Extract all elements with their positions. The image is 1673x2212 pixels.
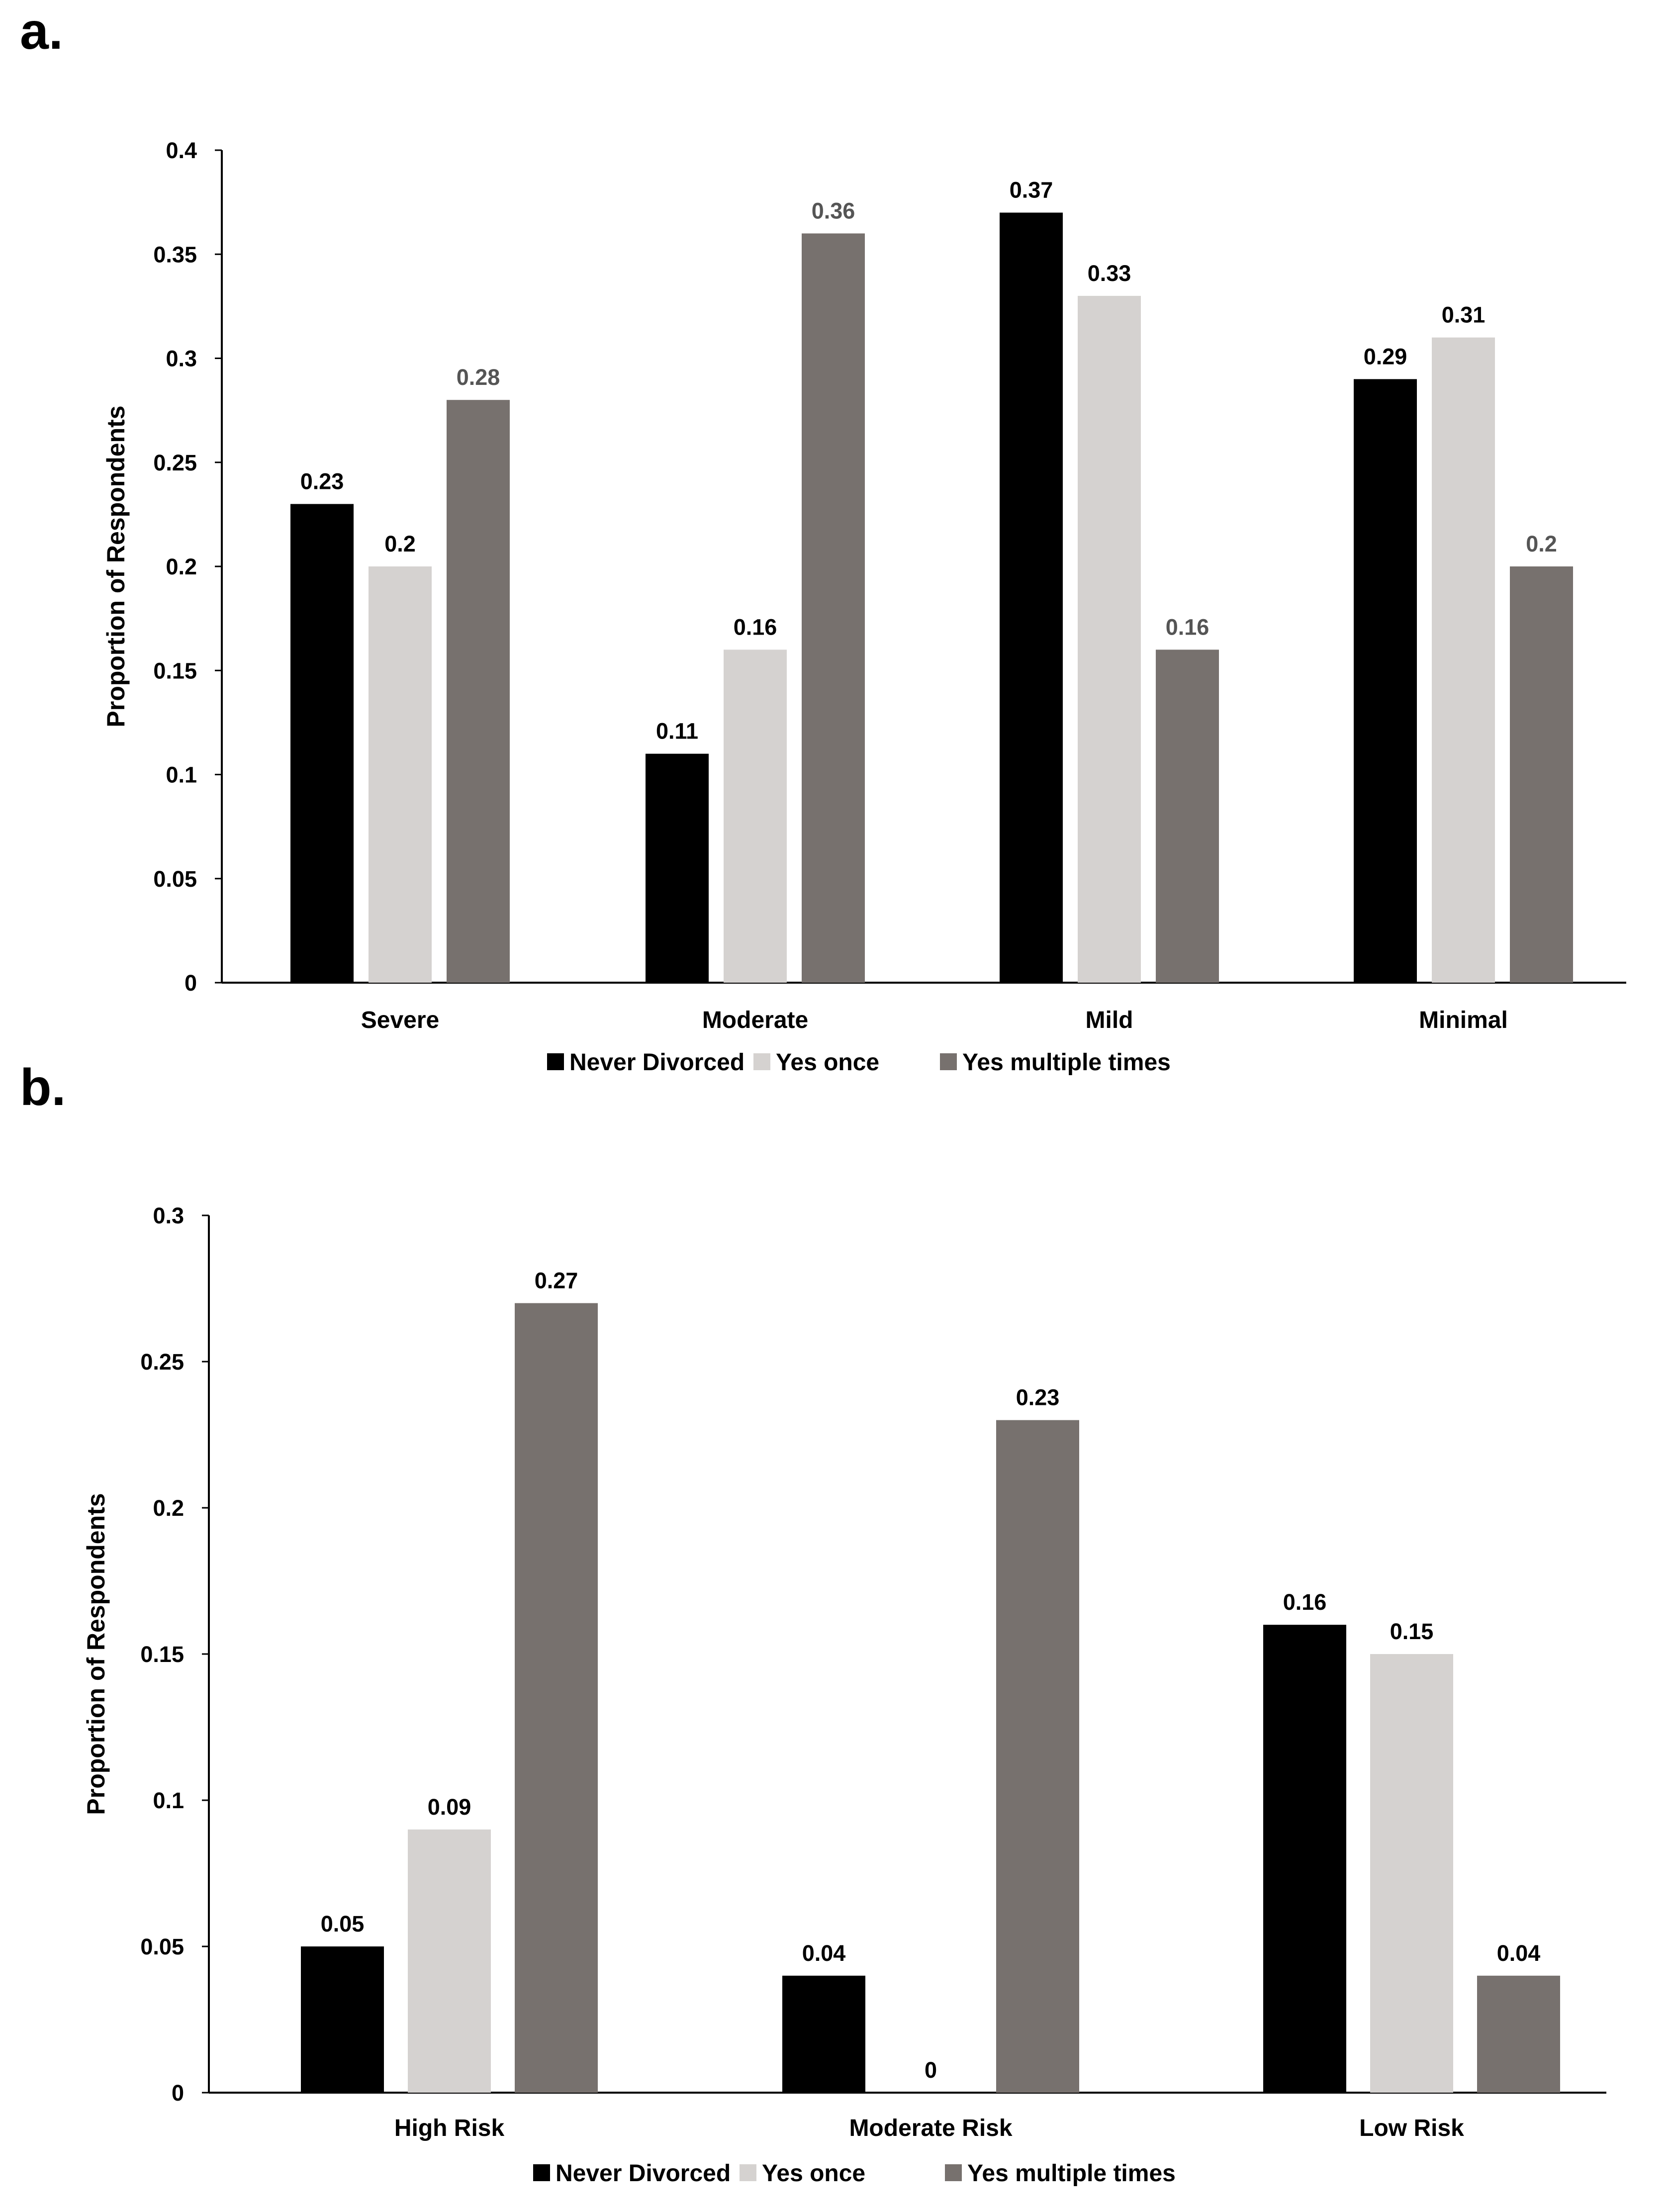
legend-swatch-never-divorced [533, 2164, 550, 2181]
legend: Never Divorced Yes once Yes multiple times [547, 1049, 1171, 1076]
bar-yes-multiple-times-moderate [802, 233, 865, 983]
bar-never-divorced-severe [290, 504, 354, 983]
bar-yes-once-mild [1078, 295, 1141, 983]
data-label-yes-multiple-times-severe: 0.28 [457, 365, 500, 390]
category-label-minimal: Minimal [1419, 1007, 1508, 1033]
bar-yes-multiple-times-high-risk [515, 1303, 598, 2093]
data-label-never-divorced-severe: 0.23 [300, 468, 344, 494]
data-label-yes-once-low-risk: 0.15 [1390, 1619, 1434, 1644]
chart-a-depression-severity: 0 0.05 0.1 0.15 0.2 0.25 0.3 0.35 0.4 Proportion … [102, 138, 1626, 1076]
data-label-yes-multiple-times-high-risk: 0.27 [535, 1268, 578, 1293]
legend-label-yes-once: Yes once [762, 2160, 865, 2187]
category-label-severe: Severe [361, 1007, 439, 1033]
y-tick-label: 0.2 [153, 1495, 184, 1521]
data-label-yes-multiple-times-moderate: 0.36 [812, 198, 855, 223]
legend-label-yes-multiple-times: Yes multiple times [967, 2160, 1176, 2187]
bar-never-divorced-moderate [646, 753, 709, 983]
y-tick-label: 0.3 [166, 346, 197, 371]
legend-label-yes-multiple-times: Yes multiple times [962, 1049, 1171, 1076]
data-label-yes-multiple-times-minimal: 0.2 [1526, 531, 1557, 556]
bar-yes-multiple-times-severe [447, 400, 510, 983]
y-tick-label: 0.15 [140, 1642, 184, 1667]
data-label-never-divorced-low-risk: 0.16 [1283, 1589, 1327, 1615]
bar-yes-multiple-times-mild [1156, 649, 1219, 983]
y-tick-label: 0.1 [153, 1788, 184, 1813]
y-tick-label: 0.35 [153, 242, 197, 267]
data-label-never-divorced-mild: 0.37 [1010, 178, 1053, 203]
data-label-never-divorced-moderate-risk: 0.04 [802, 1940, 846, 1966]
bar-yes-once-minimal [1432, 337, 1495, 983]
legend-label-yes-once: Yes once [776, 1049, 879, 1076]
data-label-yes-once-high-risk: 0.09 [428, 1794, 471, 1820]
data-label-yes-once-minimal: 0.31 [1442, 302, 1486, 328]
y-tick-label: 0.2 [166, 554, 197, 579]
bar-yes-once-high-risk [408, 1829, 491, 2093]
panel-b-letter: b. [20, 1059, 66, 1116]
legend-swatch-never-divorced [547, 1053, 564, 1070]
data-label-yes-multiple-times-low-risk: 0.04 [1497, 1940, 1541, 1966]
legend-swatch-yes-once [740, 2164, 756, 2181]
bar-never-divorced-low-risk [1263, 1625, 1346, 2093]
bar-yes-multiple-times-low-risk [1477, 1975, 1560, 2093]
data-label-never-divorced-moderate: 0.11 [656, 719, 698, 744]
panel-a-letter: a. [20, 2, 63, 60]
data-label-never-divorced-minimal: 0.29 [1364, 344, 1407, 369]
data-label-yes-once-severe: 0.2 [384, 531, 416, 556]
data-label-never-divorced-high-risk: 0.05 [321, 1911, 365, 1936]
data-label-yes-once-mild: 0.33 [1088, 261, 1131, 286]
chart-b-risk-level: 0 0.05 0.1 0.15 0.2 0.25 0.3 Proportion of Resp… [82, 1203, 1606, 2187]
legend-swatch-yes-multiple-times [940, 1053, 957, 1070]
category-label-high-risk: High Risk [394, 2115, 505, 2141]
y-tick-label: 0 [185, 970, 197, 996]
bar-never-divorced-mild [1000, 212, 1063, 983]
y-axis-title: Proportion of Respondents [82, 1493, 110, 1815]
bar-never-divorced-high-risk [301, 1946, 384, 2093]
data-label-yes-multiple-times-mild: 0.16 [1166, 614, 1209, 640]
y-tick-label: 0.05 [140, 1934, 184, 1959]
data-label-yes-once-moderate: 0.16 [734, 614, 777, 640]
bar-never-divorced-moderate-risk [782, 1975, 865, 2093]
category-label-low-risk: Low Risk [1359, 2115, 1464, 2141]
bar-yes-once-low-risk [1370, 1654, 1453, 2093]
y-tick-label: 0.4 [166, 138, 197, 163]
data-label-yes-multiple-times-moderate-risk: 0.23 [1016, 1385, 1060, 1410]
y-tick-label: 0.05 [153, 866, 197, 892]
y-tick-label: 0.25 [153, 450, 197, 475]
y-axis-title: Proportion of Respondents [102, 405, 130, 727]
legend: Never Divorced Yes once Yes multiple times [533, 2160, 1176, 2187]
y-tick-label: 0.1 [166, 762, 197, 788]
bar-yes-once-severe [369, 566, 432, 983]
y-tick-label: 0 [172, 2080, 184, 2106]
y-tick-label: 0.3 [153, 1203, 184, 1228]
category-label-mild: Mild [1086, 1007, 1133, 1033]
data-label-yes-once-moderate-risk: 0 [925, 2057, 937, 2083]
bar-yes-multiple-times-minimal [1510, 566, 1573, 983]
bar-never-divorced-minimal [1354, 379, 1417, 983]
y-tick-label: 0.25 [140, 1349, 184, 1375]
y-tick-label: 0.15 [153, 658, 197, 683]
category-label-moderate: Moderate [702, 1007, 808, 1033]
legend-swatch-yes-once [753, 1053, 770, 1070]
legend-swatch-yes-multiple-times [945, 2164, 962, 2181]
legend-label-never-divorced: Never Divorced [569, 1049, 744, 1076]
legend-label-never-divorced: Never Divorced [556, 2160, 731, 2187]
category-label-moderate-risk: Moderate Risk [849, 2115, 1012, 2141]
bar-yes-multiple-times-moderate-risk [996, 1420, 1079, 2093]
bar-yes-once-moderate [724, 649, 787, 983]
